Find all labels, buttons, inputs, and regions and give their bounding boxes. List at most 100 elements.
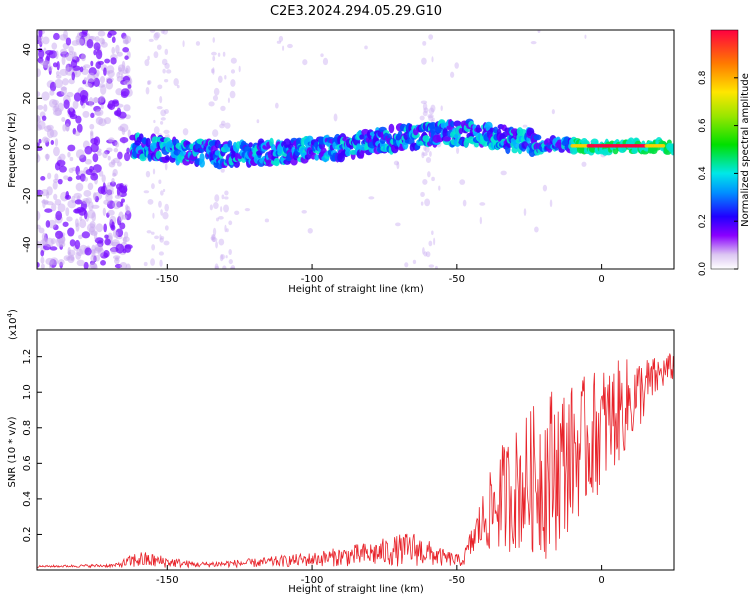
noise-dot [430, 104, 436, 113]
noise-dot [63, 30, 68, 40]
noise-dot [151, 183, 155, 190]
noise-dot [244, 208, 251, 212]
noise-dot [431, 230, 434, 235]
noise-dot [111, 221, 115, 230]
noise-dot [176, 84, 180, 89]
noise-dot [210, 236, 216, 241]
noise-dot [422, 102, 428, 111]
noise-dot [41, 91, 50, 101]
noise-dot [147, 199, 154, 205]
noise-dot [163, 129, 170, 134]
noise-dot [422, 247, 425, 255]
y-tick-label: -40 [22, 236, 33, 252]
noise-dot [97, 30, 106, 37]
noise-dot [83, 190, 92, 197]
ridge-dot [453, 120, 462, 127]
noise-dot [307, 227, 313, 234]
y-tick-label: 20 [22, 92, 33, 105]
ridge-dot [388, 123, 395, 134]
noise-dot [51, 42, 58, 50]
noise-dot [94, 110, 102, 116]
noise-dot [107, 209, 115, 216]
noise-dot [83, 209, 88, 220]
noise-dot [534, 226, 539, 233]
noise-dot [100, 104, 104, 110]
noise-dot [40, 256, 45, 264]
noise-dot [42, 36, 50, 45]
noise-dot [119, 261, 128, 269]
noise-dot [230, 69, 236, 74]
noise-dot [420, 201, 424, 206]
noise-dot [79, 216, 83, 221]
noise-dot [431, 176, 435, 182]
noise-dot [159, 121, 164, 125]
noise-dot [220, 254, 225, 260]
noise-dot [164, 162, 168, 171]
noise-dot [425, 251, 431, 258]
noise-dot [125, 204, 129, 211]
noise-dot [423, 145, 427, 151]
noise-dot [422, 152, 428, 157]
y-tick-label: 0.4 [22, 491, 33, 507]
noise-dot [41, 199, 49, 204]
x-tick-label: 0 [598, 274, 604, 285]
noise-dot [45, 237, 54, 248]
noise-dot [38, 30, 43, 38]
noise-dot [114, 141, 120, 148]
noise-dot [150, 258, 156, 266]
noise-dot [156, 106, 163, 110]
noise-dot [52, 62, 58, 68]
snr-x-ticks: -150 -100 -50 0 [156, 565, 605, 586]
noise-dot [71, 71, 76, 81]
noise-dot [282, 45, 285, 51]
ridge-dot [533, 134, 542, 141]
noise-dot [422, 40, 427, 46]
noise-dot [115, 256, 119, 262]
spectrogram-x-ticks: -150 -100 -50 0 [156, 264, 605, 285]
noise-dot [45, 220, 51, 228]
colorbar-tick-label: 0.4 [698, 166, 708, 181]
ridge-peak-dot [660, 144, 666, 148]
noise-dot [423, 107, 429, 113]
noise-dot [164, 203, 169, 212]
x-tick-label: -50 [449, 274, 465, 285]
noise-dot [111, 100, 120, 107]
noise-dot [95, 61, 102, 69]
noise-dot [65, 123, 70, 132]
noise-dot [44, 208, 53, 213]
noise-dot [120, 88, 130, 97]
noise-dot [228, 259, 233, 265]
noise-dot [123, 231, 129, 239]
noise-dot [54, 173, 59, 181]
noise-dot [109, 181, 117, 187]
noise-dot [173, 78, 179, 87]
noise-dot [98, 118, 107, 127]
noise-dot [119, 222, 126, 230]
noise-dot [154, 235, 160, 240]
noise-dot [90, 254, 97, 262]
noise-dot [79, 66, 84, 73]
noise-dot [67, 199, 77, 209]
noise-dot [40, 189, 49, 196]
noise-dot [158, 179, 162, 184]
noise-dot [429, 150, 432, 157]
noise-dot [115, 243, 125, 254]
noise-dot [37, 224, 41, 230]
noise-dot [79, 218, 87, 229]
noise-dot [67, 151, 71, 158]
ridge-dot [227, 140, 233, 148]
noise-dot [56, 60, 60, 71]
colorbar-label: Normalized spectral amplitude [740, 73, 750, 227]
noise-dot [584, 34, 587, 39]
noise-dot [122, 39, 129, 45]
noise-dot [433, 237, 436, 246]
noise-dot [160, 236, 165, 240]
noise-dot [37, 262, 40, 268]
noise-dot [212, 67, 215, 75]
noise-dot [43, 104, 48, 112]
noise-dot [182, 40, 185, 48]
noise-dot [211, 51, 217, 56]
y-tick-label: 0.8 [22, 420, 33, 436]
noise-dot [214, 263, 219, 269]
noise-dot [75, 35, 80, 42]
